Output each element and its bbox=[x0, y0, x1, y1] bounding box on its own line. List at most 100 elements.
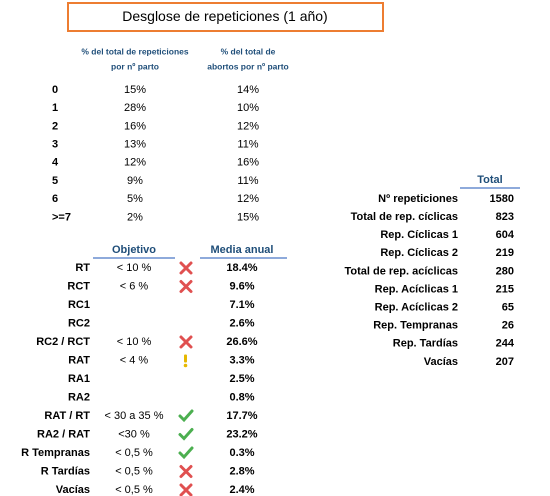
title: Desglose de repeticiones (1 año) bbox=[122, 8, 327, 24]
annual-mean: 17.7% bbox=[226, 410, 257, 422]
target: < 10 % bbox=[117, 336, 152, 348]
cell: 15% bbox=[237, 211, 259, 223]
row-label: Vacías bbox=[56, 484, 90, 496]
target: < 0,5 % bbox=[115, 447, 153, 459]
row-label: Nº repeticiones bbox=[378, 193, 458, 205]
cell: 12% bbox=[237, 120, 259, 132]
total-value: 244 bbox=[496, 338, 515, 350]
cell: 11% bbox=[237, 175, 258, 187]
row-label: >=7 bbox=[52, 211, 71, 223]
cell: 16% bbox=[124, 120, 146, 132]
total-value: 215 bbox=[496, 283, 514, 295]
row-label: RA2 bbox=[68, 391, 90, 403]
row-label: RC2 bbox=[68, 317, 90, 329]
row-label: 1 bbox=[52, 102, 58, 114]
warning-icon bbox=[183, 363, 188, 368]
cell: 12% bbox=[237, 193, 259, 205]
column-header: Total bbox=[477, 174, 502, 186]
check-icon bbox=[178, 446, 194, 460]
annual-mean: 9.6% bbox=[229, 280, 254, 292]
cell: 5% bbox=[127, 193, 143, 205]
title-box bbox=[67, 2, 384, 32]
row-label: RA1 bbox=[68, 373, 90, 385]
target: < 6 % bbox=[120, 280, 149, 292]
target: < 10 % bbox=[117, 262, 152, 274]
warning-icon bbox=[184, 354, 187, 363]
row-label: 3 bbox=[52, 139, 58, 151]
row-label: 2 bbox=[52, 120, 58, 132]
row-label: Rep. Cíclicas 2 bbox=[380, 247, 458, 259]
row-label: Rep. Acíclicas 1 bbox=[375, 283, 458, 295]
total-value: 604 bbox=[496, 229, 515, 241]
row-label: RC2 / RCT bbox=[36, 336, 90, 348]
total-value: 280 bbox=[496, 265, 514, 277]
total-value: 26 bbox=[502, 320, 514, 332]
row-label: RT bbox=[75, 262, 90, 274]
row-label: 6 bbox=[52, 193, 58, 205]
total-value: 823 bbox=[496, 211, 514, 223]
status-icons bbox=[178, 261, 194, 496]
target: < 4 % bbox=[120, 354, 149, 366]
target: < 30 a 35 % bbox=[104, 410, 163, 422]
column-header: Objetivo bbox=[112, 244, 156, 256]
annual-mean: 7.1% bbox=[229, 299, 254, 311]
target: <30 % bbox=[118, 428, 150, 440]
cell: 10% bbox=[237, 102, 259, 114]
check-icon bbox=[178, 409, 194, 423]
cross-icon bbox=[179, 465, 193, 478]
column-header: % del total de repeticiones bbox=[81, 46, 188, 56]
cell: 14% bbox=[237, 84, 259, 96]
row-label: RAT bbox=[68, 354, 90, 366]
cross-icon bbox=[179, 335, 193, 349]
cross-icon bbox=[179, 483, 193, 496]
row-label: R Tempranas bbox=[21, 447, 90, 459]
row-label: Total de rep. cíclicas bbox=[351, 211, 458, 223]
column-header: por nº parto bbox=[111, 61, 159, 71]
row-label: Vacías bbox=[424, 356, 458, 368]
cell: 28% bbox=[124, 102, 146, 114]
row-label: 5 bbox=[52, 175, 58, 187]
column-header: Media anual bbox=[211, 244, 274, 256]
row-label: Rep. Tardías bbox=[393, 338, 458, 350]
cell: 15% bbox=[124, 84, 146, 96]
annual-mean: 18.4% bbox=[226, 262, 257, 274]
annual-mean: 2.5% bbox=[229, 373, 254, 385]
total-value: 219 bbox=[496, 247, 514, 259]
row-label: 4 bbox=[52, 157, 59, 169]
annual-mean: 26.6% bbox=[226, 336, 257, 348]
total-value: 65 bbox=[502, 302, 514, 314]
cell: 2% bbox=[127, 211, 143, 223]
column-header: % del total de bbox=[221, 46, 276, 56]
cell: 13% bbox=[124, 139, 146, 151]
annual-mean: 0.3% bbox=[229, 447, 254, 459]
target: < 0,5 % bbox=[115, 484, 153, 496]
cell: 9% bbox=[127, 175, 143, 187]
row-label: Rep. Acíclicas 2 bbox=[375, 302, 458, 314]
cell: 11% bbox=[237, 139, 258, 151]
cell: 16% bbox=[237, 157, 259, 169]
total-value: 207 bbox=[496, 356, 514, 368]
row-label: Rep. Cíclicas 1 bbox=[380, 229, 458, 241]
total-value: 1580 bbox=[490, 193, 514, 205]
cross-icon bbox=[179, 261, 193, 275]
cross-icon bbox=[179, 280, 193, 293]
check-icon bbox=[178, 428, 194, 441]
annual-mean: 2.8% bbox=[229, 465, 254, 477]
cell: 12% bbox=[124, 157, 146, 169]
row-label: RC1 bbox=[68, 299, 90, 311]
annual-mean: 0.8% bbox=[229, 391, 254, 403]
row-label: RAT / RT bbox=[44, 410, 90, 422]
annual-mean: 23.2% bbox=[226, 428, 257, 440]
row-label: Total de rep. acíclicas bbox=[344, 265, 458, 277]
row-label: R Tardías bbox=[41, 465, 90, 477]
row-label: Rep. Tempranas bbox=[373, 320, 458, 332]
annual-mean: 2.6% bbox=[229, 317, 254, 329]
row-label: RCT bbox=[67, 280, 90, 292]
target: < 0,5 % bbox=[115, 465, 153, 477]
annual-mean: 2.4% bbox=[229, 484, 254, 496]
column-header: abortos por nº parto bbox=[207, 61, 289, 71]
annual-mean: 3.3% bbox=[229, 354, 254, 366]
row-label: RA2 / RAT bbox=[37, 428, 90, 440]
row-label: 0 bbox=[52, 84, 58, 96]
